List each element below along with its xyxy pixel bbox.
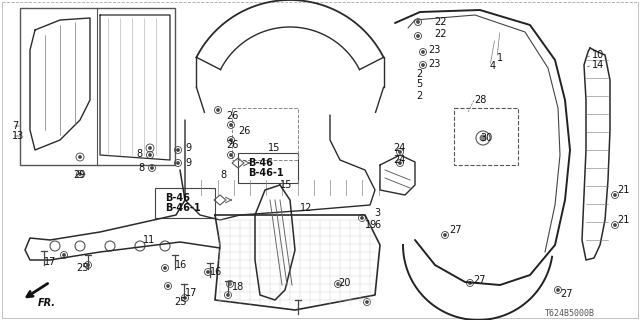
Circle shape bbox=[365, 300, 369, 303]
Circle shape bbox=[216, 108, 220, 111]
Text: 8: 8 bbox=[138, 163, 144, 173]
Text: 13: 13 bbox=[12, 131, 24, 141]
Bar bbox=[155, 188, 215, 218]
Text: B-46-1: B-46-1 bbox=[248, 168, 284, 178]
Circle shape bbox=[480, 135, 486, 141]
Circle shape bbox=[614, 194, 616, 196]
Circle shape bbox=[177, 148, 179, 151]
Text: 28: 28 bbox=[474, 95, 486, 105]
Circle shape bbox=[422, 51, 424, 53]
Circle shape bbox=[399, 162, 401, 164]
Circle shape bbox=[422, 63, 424, 67]
Circle shape bbox=[63, 253, 65, 257]
Text: 25: 25 bbox=[174, 297, 186, 307]
Text: 22: 22 bbox=[434, 17, 447, 27]
Text: 24: 24 bbox=[393, 143, 405, 153]
Circle shape bbox=[417, 20, 419, 23]
Circle shape bbox=[417, 35, 419, 37]
Text: 12: 12 bbox=[300, 203, 312, 213]
Text: 9: 9 bbox=[185, 143, 191, 153]
Circle shape bbox=[227, 293, 230, 297]
Text: 1: 1 bbox=[497, 53, 503, 63]
Circle shape bbox=[166, 284, 170, 287]
Circle shape bbox=[79, 156, 81, 158]
Bar bbox=[238, 153, 298, 183]
Circle shape bbox=[360, 217, 364, 220]
Text: 20: 20 bbox=[338, 278, 350, 288]
Text: 21: 21 bbox=[617, 215, 629, 225]
Circle shape bbox=[337, 283, 339, 285]
Circle shape bbox=[230, 154, 232, 156]
Text: 15: 15 bbox=[268, 143, 280, 153]
Text: 8: 8 bbox=[220, 170, 226, 180]
Bar bbox=[454, 108, 518, 165]
Text: 10: 10 bbox=[592, 50, 604, 60]
Text: 16: 16 bbox=[210, 267, 222, 277]
Circle shape bbox=[614, 223, 616, 227]
Text: 15: 15 bbox=[280, 180, 292, 190]
Text: 21: 21 bbox=[617, 185, 629, 195]
Circle shape bbox=[230, 124, 232, 126]
Text: 11: 11 bbox=[143, 235, 156, 245]
Text: 24: 24 bbox=[393, 155, 405, 165]
Text: 22: 22 bbox=[434, 29, 447, 39]
Text: B-46: B-46 bbox=[248, 158, 273, 168]
Circle shape bbox=[228, 283, 232, 285]
Circle shape bbox=[148, 147, 152, 149]
Text: 26: 26 bbox=[226, 111, 238, 121]
Text: 27: 27 bbox=[473, 275, 486, 285]
Text: 14: 14 bbox=[592, 60, 604, 70]
Text: 23: 23 bbox=[428, 45, 440, 55]
Circle shape bbox=[468, 282, 472, 284]
Text: 25: 25 bbox=[76, 263, 88, 273]
Bar bbox=[20, 8, 175, 165]
Text: 29: 29 bbox=[73, 170, 85, 180]
Text: 3: 3 bbox=[374, 208, 380, 218]
Text: 26: 26 bbox=[226, 140, 238, 150]
Circle shape bbox=[177, 162, 179, 164]
Text: FR.: FR. bbox=[38, 298, 56, 308]
Text: B-46-1: B-46-1 bbox=[165, 203, 200, 213]
Text: 19: 19 bbox=[365, 220, 377, 230]
Text: 30: 30 bbox=[480, 133, 492, 143]
Circle shape bbox=[444, 234, 447, 236]
Bar bbox=[232, 108, 298, 160]
Circle shape bbox=[557, 289, 559, 292]
Text: 5: 5 bbox=[416, 79, 422, 89]
Circle shape bbox=[399, 150, 401, 154]
Text: 18: 18 bbox=[232, 282, 244, 292]
Circle shape bbox=[207, 270, 209, 274]
Text: 8: 8 bbox=[136, 149, 142, 159]
Text: 2: 2 bbox=[416, 91, 422, 101]
Text: 9: 9 bbox=[185, 158, 191, 168]
Text: 16: 16 bbox=[175, 260, 188, 270]
Text: 27: 27 bbox=[560, 289, 573, 299]
Text: 26: 26 bbox=[238, 126, 250, 136]
Circle shape bbox=[79, 172, 81, 175]
Text: 23: 23 bbox=[428, 59, 440, 69]
Text: 6: 6 bbox=[374, 220, 380, 230]
Text: 27: 27 bbox=[449, 225, 461, 235]
Text: 4: 4 bbox=[490, 61, 496, 71]
Text: T624B5000B: T624B5000B bbox=[545, 308, 595, 317]
Circle shape bbox=[150, 166, 154, 170]
Circle shape bbox=[230, 139, 232, 141]
Circle shape bbox=[184, 297, 186, 300]
Text: 2: 2 bbox=[416, 69, 422, 79]
Circle shape bbox=[86, 263, 90, 267]
Text: B-46: B-46 bbox=[165, 193, 190, 203]
Circle shape bbox=[148, 154, 152, 156]
Text: 17: 17 bbox=[44, 257, 56, 267]
Text: 7: 7 bbox=[12, 121, 19, 131]
Circle shape bbox=[163, 267, 166, 269]
Text: 17: 17 bbox=[185, 288, 197, 298]
